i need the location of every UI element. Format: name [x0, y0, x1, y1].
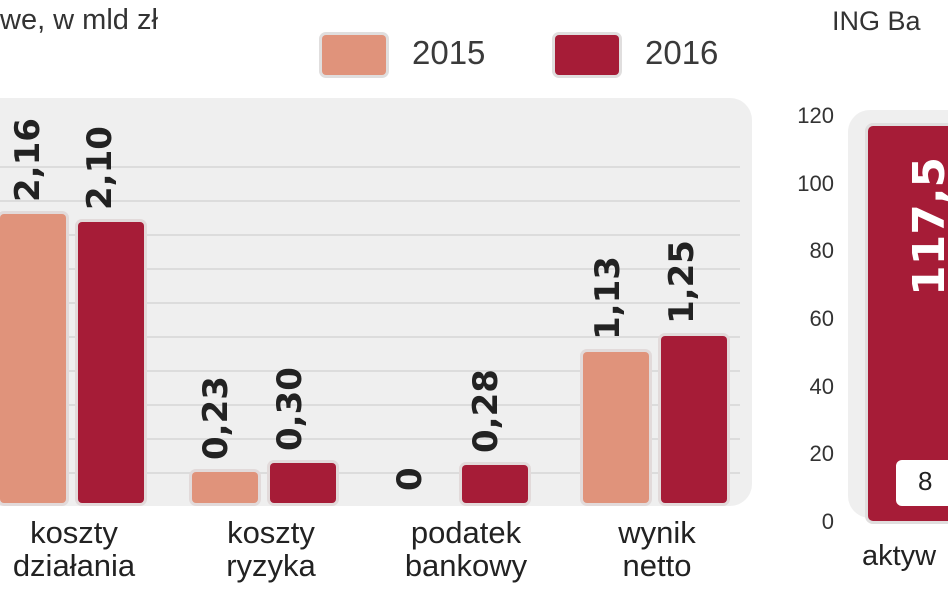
grid-line: [0, 234, 740, 236]
ing-bar-value-label: 117,5: [904, 156, 948, 296]
bar-2016-2: [462, 465, 528, 503]
legend-label-2015: 2015: [412, 34, 486, 71]
y-tick-100: 100: [797, 170, 834, 196]
legend-label-2016: 2016: [645, 34, 719, 71]
legend-swatch-2016: [555, 35, 619, 75]
category-label-1: koszty ryzyka: [226, 515, 316, 583]
grid-line: [0, 268, 740, 270]
chart-subtitle: we, w mld zł: [0, 4, 158, 36]
grid-line: [0, 370, 740, 372]
value-label-2015-2: 0: [390, 467, 430, 491]
ing-bar: [868, 126, 948, 521]
value-label-2016-1: 0,30: [270, 366, 310, 451]
y-tick-0: 0: [821, 509, 834, 534]
bar-2015-1: [192, 472, 258, 503]
grid-line: [0, 166, 740, 168]
grid-line: [0, 472, 740, 474]
ing-inner-box: 8: [896, 460, 948, 506]
bar-2016-0: [78, 221, 144, 503]
category-label-2: podatek bankowy: [404, 515, 528, 583]
value-label-2015-0: 2,16: [8, 117, 48, 202]
legend-swatch-2015: [322, 35, 386, 75]
value-label-2016-3: 1,25: [662, 239, 702, 324]
y-tick-80: 80: [809, 238, 834, 264]
value-label-2015-3: 1,13: [588, 255, 628, 340]
grid-line: [0, 200, 740, 202]
grid-line: [0, 404, 740, 406]
ing-category-label: aktyw: [862, 540, 937, 572]
grid-line: [0, 302, 740, 304]
category-label-3: wynik netto: [618, 515, 696, 583]
right-chart-title: ING Ba: [832, 6, 921, 36]
y-tick-40: 40: [809, 373, 834, 399]
value-label-2016-2: 0,28: [466, 369, 506, 454]
value-label-2016-0: 2,10: [80, 125, 120, 210]
bar-2015-3: [583, 351, 649, 503]
y-tick-120: 120: [797, 103, 834, 128]
y-tick-20: 20: [809, 441, 834, 467]
bar-2016-1: [270, 462, 336, 503]
category-label-0: koszty działania: [12, 515, 136, 583]
value-label-2015-1: 0,23: [196, 376, 236, 461]
y-tick-60: 60: [809, 306, 834, 331]
grid-line: [0, 336, 740, 338]
bar-2015-0: [0, 213, 66, 503]
bar-2016-3: [661, 335, 727, 503]
grid-line: [0, 438, 740, 440]
